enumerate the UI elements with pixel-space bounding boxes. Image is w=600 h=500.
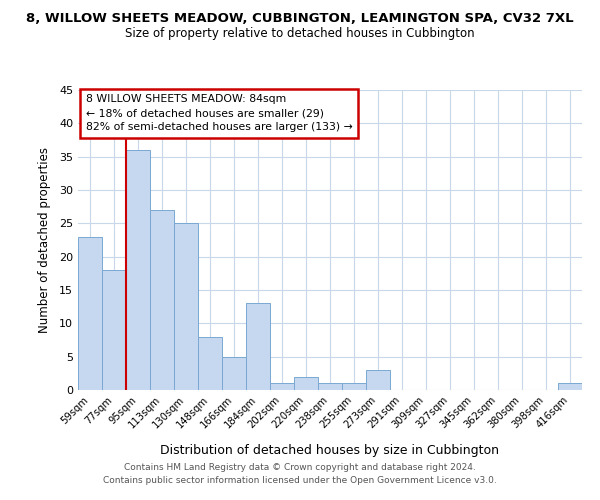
Bar	[198, 336, 222, 390]
Bar	[102, 270, 126, 390]
Bar	[150, 210, 174, 390]
Bar	[558, 384, 582, 390]
Bar	[366, 370, 390, 390]
X-axis label: Distribution of detached houses by size in Cubbington: Distribution of detached houses by size …	[161, 444, 499, 458]
Bar	[270, 384, 294, 390]
Bar	[294, 376, 318, 390]
Bar	[246, 304, 270, 390]
Text: Contains public sector information licensed under the Open Government Licence v3: Contains public sector information licen…	[103, 476, 497, 485]
Bar	[126, 150, 150, 390]
Bar	[174, 224, 198, 390]
Bar	[342, 384, 366, 390]
Bar	[78, 236, 102, 390]
Bar	[222, 356, 246, 390]
Text: Size of property relative to detached houses in Cubbington: Size of property relative to detached ho…	[125, 28, 475, 40]
Text: 8, WILLOW SHEETS MEADOW, CUBBINGTON, LEAMINGTON SPA, CV32 7XL: 8, WILLOW SHEETS MEADOW, CUBBINGTON, LEA…	[26, 12, 574, 26]
Y-axis label: Number of detached properties: Number of detached properties	[38, 147, 50, 333]
Text: Contains HM Land Registry data © Crown copyright and database right 2024.: Contains HM Land Registry data © Crown c…	[124, 464, 476, 472]
Bar	[318, 384, 342, 390]
Text: 8 WILLOW SHEETS MEADOW: 84sqm
← 18% of detached houses are smaller (29)
82% of s: 8 WILLOW SHEETS MEADOW: 84sqm ← 18% of d…	[86, 94, 352, 132]
